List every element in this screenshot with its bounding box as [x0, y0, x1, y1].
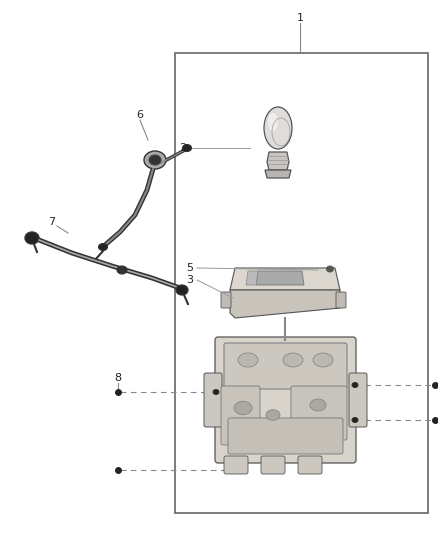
Bar	[175, 53, 428, 513]
FancyBboxPatch shape	[349, 373, 367, 427]
FancyBboxPatch shape	[228, 418, 343, 454]
Ellipse shape	[313, 353, 333, 367]
FancyBboxPatch shape	[261, 456, 285, 474]
FancyBboxPatch shape	[221, 292, 231, 308]
Text: 3: 3	[186, 275, 193, 285]
Ellipse shape	[283, 353, 303, 367]
Text: 2: 2	[179, 143, 186, 153]
FancyBboxPatch shape	[336, 292, 346, 308]
Ellipse shape	[149, 155, 161, 165]
Ellipse shape	[326, 266, 333, 272]
Polygon shape	[230, 268, 340, 290]
FancyBboxPatch shape	[215, 337, 356, 463]
Ellipse shape	[352, 383, 358, 387]
FancyBboxPatch shape	[291, 386, 347, 440]
FancyBboxPatch shape	[221, 386, 260, 445]
Ellipse shape	[183, 144, 191, 151]
Text: 1: 1	[297, 13, 304, 23]
Text: 6: 6	[137, 110, 144, 120]
Ellipse shape	[99, 244, 107, 251]
Text: 8: 8	[114, 373, 122, 383]
Polygon shape	[230, 290, 340, 318]
Ellipse shape	[25, 232, 39, 244]
FancyBboxPatch shape	[204, 373, 222, 427]
Ellipse shape	[238, 353, 258, 367]
FancyBboxPatch shape	[224, 343, 347, 389]
Polygon shape	[265, 170, 291, 178]
Ellipse shape	[310, 399, 326, 411]
Ellipse shape	[264, 107, 292, 149]
Ellipse shape	[266, 410, 280, 420]
Text: 7: 7	[49, 217, 56, 227]
Text: 5: 5	[186, 263, 193, 273]
Polygon shape	[267, 152, 289, 170]
Ellipse shape	[117, 266, 127, 274]
Ellipse shape	[144, 151, 166, 169]
Ellipse shape	[213, 390, 219, 394]
Ellipse shape	[268, 113, 278, 131]
Polygon shape	[246, 271, 258, 285]
FancyBboxPatch shape	[224, 456, 248, 474]
Ellipse shape	[352, 417, 358, 423]
Polygon shape	[256, 271, 304, 285]
Ellipse shape	[234, 401, 252, 415]
Ellipse shape	[176, 285, 188, 295]
FancyBboxPatch shape	[298, 456, 322, 474]
